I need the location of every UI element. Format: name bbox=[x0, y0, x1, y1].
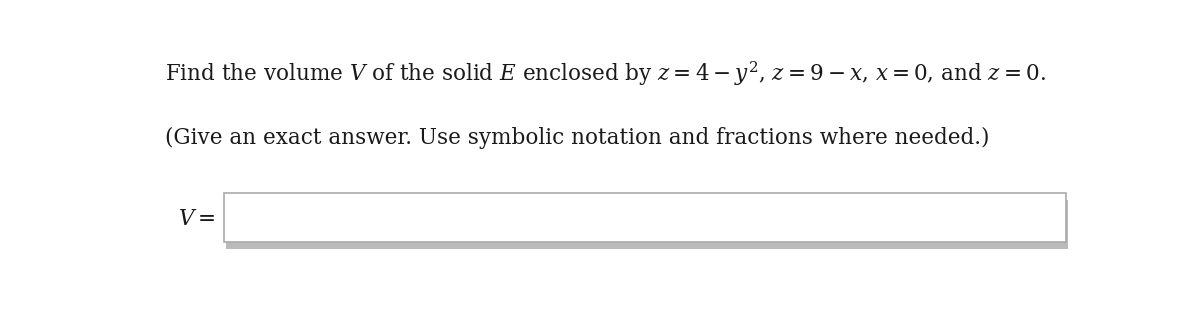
Text: (Give an exact answer. Use symbolic notation and fractions where needed.): (Give an exact answer. Use symbolic nota… bbox=[164, 127, 989, 149]
Text: $V =$: $V =$ bbox=[178, 208, 215, 230]
Text: Find the volume $V$ of the solid $E$ enclosed by $z = 4 - y^2$, $z = 9 - x$, $x : Find the volume $V$ of the solid $E$ enc… bbox=[164, 59, 1045, 88]
FancyBboxPatch shape bbox=[224, 194, 1066, 243]
FancyBboxPatch shape bbox=[227, 200, 1068, 249]
